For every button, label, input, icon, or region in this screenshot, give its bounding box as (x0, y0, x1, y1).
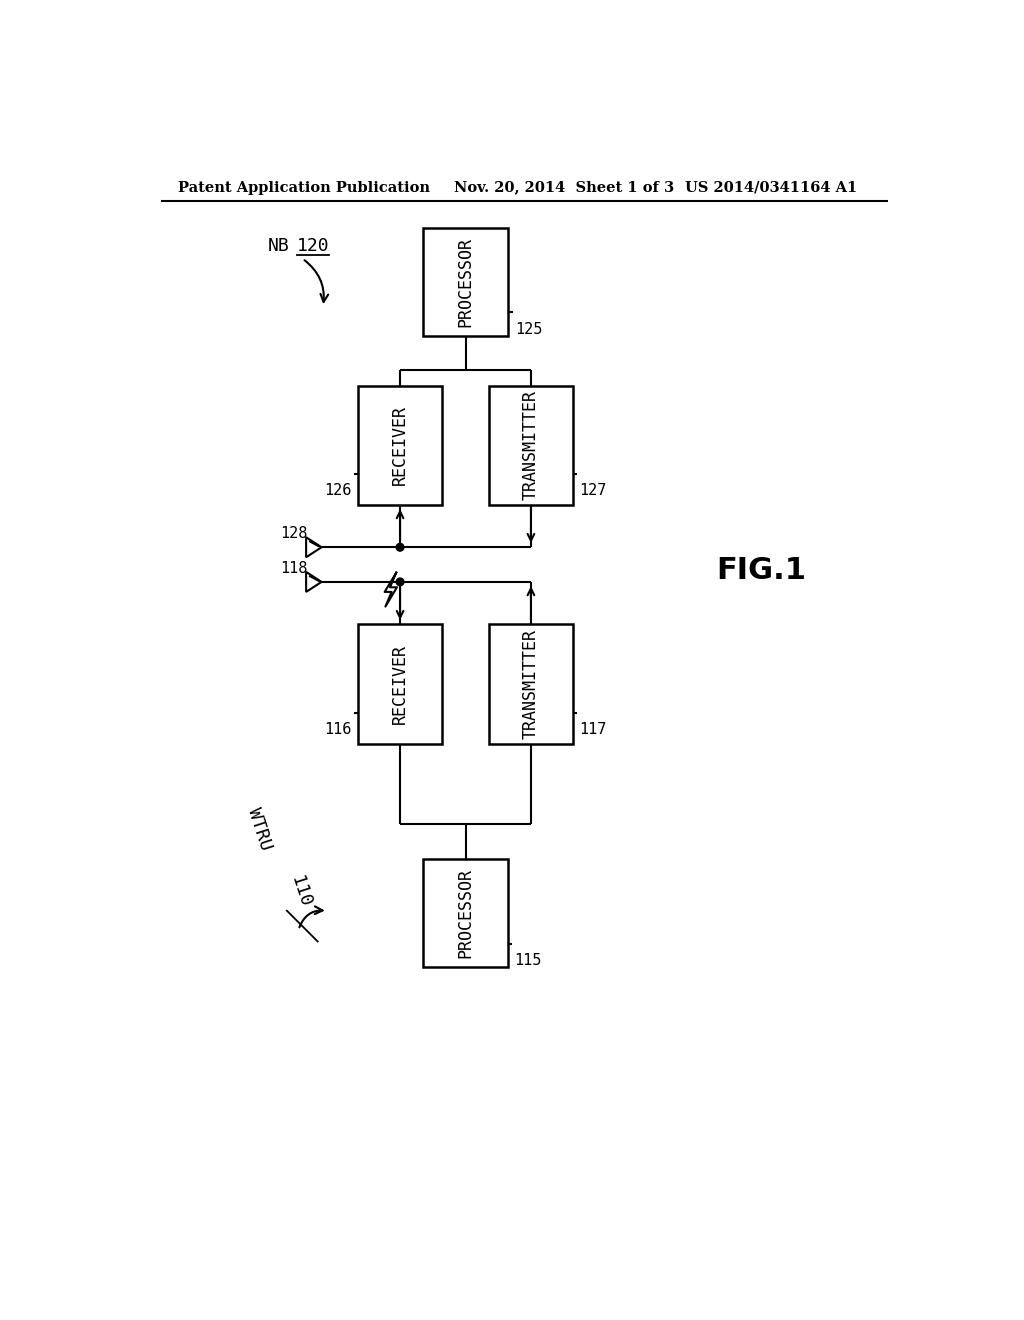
Text: 117: 117 (580, 722, 607, 737)
Bar (488, 624, 573, 743)
Text: 110: 110 (287, 874, 314, 911)
Text: PROCESSOR: PROCESSOR (457, 869, 474, 958)
Text: RECEIVER: RECEIVER (391, 644, 409, 723)
Bar (488, 385, 573, 506)
Text: 126: 126 (325, 483, 351, 499)
Text: TRANSMITTER: TRANSMITTER (522, 391, 540, 500)
Text: Nov. 20, 2014  Sheet 1 of 3: Nov. 20, 2014 Sheet 1 of 3 (454, 181, 674, 194)
Bar (357, 624, 442, 743)
Text: FIG.1: FIG.1 (716, 556, 806, 585)
Text: RECEIVER: RECEIVER (391, 405, 409, 486)
Bar (357, 385, 442, 506)
Bar (423, 227, 508, 335)
Text: 127: 127 (580, 483, 607, 499)
Text: Patent Application Publication: Patent Application Publication (178, 181, 430, 194)
Text: 115: 115 (514, 953, 542, 968)
Circle shape (396, 544, 403, 552)
Text: PROCESSOR: PROCESSOR (457, 236, 474, 326)
Text: 125: 125 (515, 322, 543, 337)
Text: TRANSMITTER: TRANSMITTER (522, 628, 540, 739)
Text: US 2014/0341164 A1: US 2014/0341164 A1 (685, 181, 857, 194)
Bar (423, 859, 508, 966)
Text: WTRU: WTRU (245, 807, 275, 853)
Text: 118: 118 (281, 561, 307, 576)
Text: 120: 120 (297, 236, 330, 255)
Text: NB: NB (267, 236, 290, 255)
Text: 116: 116 (325, 722, 351, 737)
Circle shape (396, 578, 403, 586)
Text: 128: 128 (281, 525, 307, 541)
